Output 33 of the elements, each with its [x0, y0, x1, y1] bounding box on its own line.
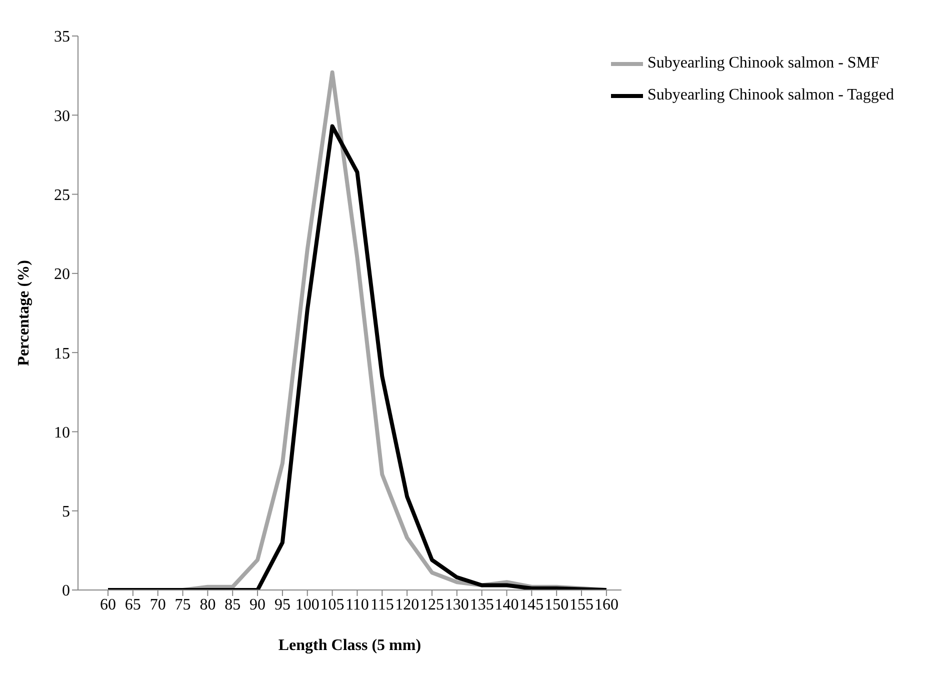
y-tick-label: 35 — [54, 28, 70, 46]
x-tick-label: 135 — [470, 596, 494, 614]
y-tick-label: 10 — [54, 424, 70, 442]
x-tick-label: 100 — [295, 596, 320, 614]
x-tick-label: 70 — [150, 596, 166, 614]
x-tick-label: 125 — [420, 596, 444, 614]
x-tick-label: 65 — [124, 596, 141, 614]
x-tick-label: 75 — [174, 596, 191, 614]
x-tick-label: 145 — [520, 596, 544, 614]
y-tick-label: 15 — [54, 345, 70, 362]
x-axis-title: Length Class (5 mm) — [278, 637, 422, 654]
x-tick-label: 105 — [320, 596, 344, 614]
x-tick-label: 110 — [346, 596, 369, 614]
x-tick-label: 115 — [370, 596, 394, 614]
x-tick-label: 160 — [594, 596, 618, 614]
x-tick-label: 155 — [570, 596, 594, 614]
y-tick-label: 20 — [54, 266, 70, 284]
x-tick-label: 95 — [274, 596, 290, 614]
y-tick-label: 25 — [54, 186, 70, 204]
x-tick-label: 85 — [224, 596, 241, 614]
legend-label: Subyearling Chinook salmon - Tagged — [647, 86, 894, 104]
legend-label: Subyearling Chinook salmon - SMF — [647, 54, 880, 72]
x-tick-label: 60 — [100, 596, 116, 614]
x-tick-label: 140 — [494, 596, 519, 614]
x-tick-label: 90 — [250, 596, 266, 614]
y-axis-title: Percentage (%) — [16, 260, 33, 366]
y-tick-label: 5 — [62, 504, 70, 521]
x-tick-label: 120 — [395, 596, 420, 614]
x-tick-label: 130 — [444, 596, 469, 614]
x-tick-label: 80 — [200, 596, 216, 614]
x-tick-label: 150 — [544, 596, 569, 614]
y-tick-label: 0 — [62, 582, 70, 600]
y-tick-label: 30 — [54, 108, 70, 125]
